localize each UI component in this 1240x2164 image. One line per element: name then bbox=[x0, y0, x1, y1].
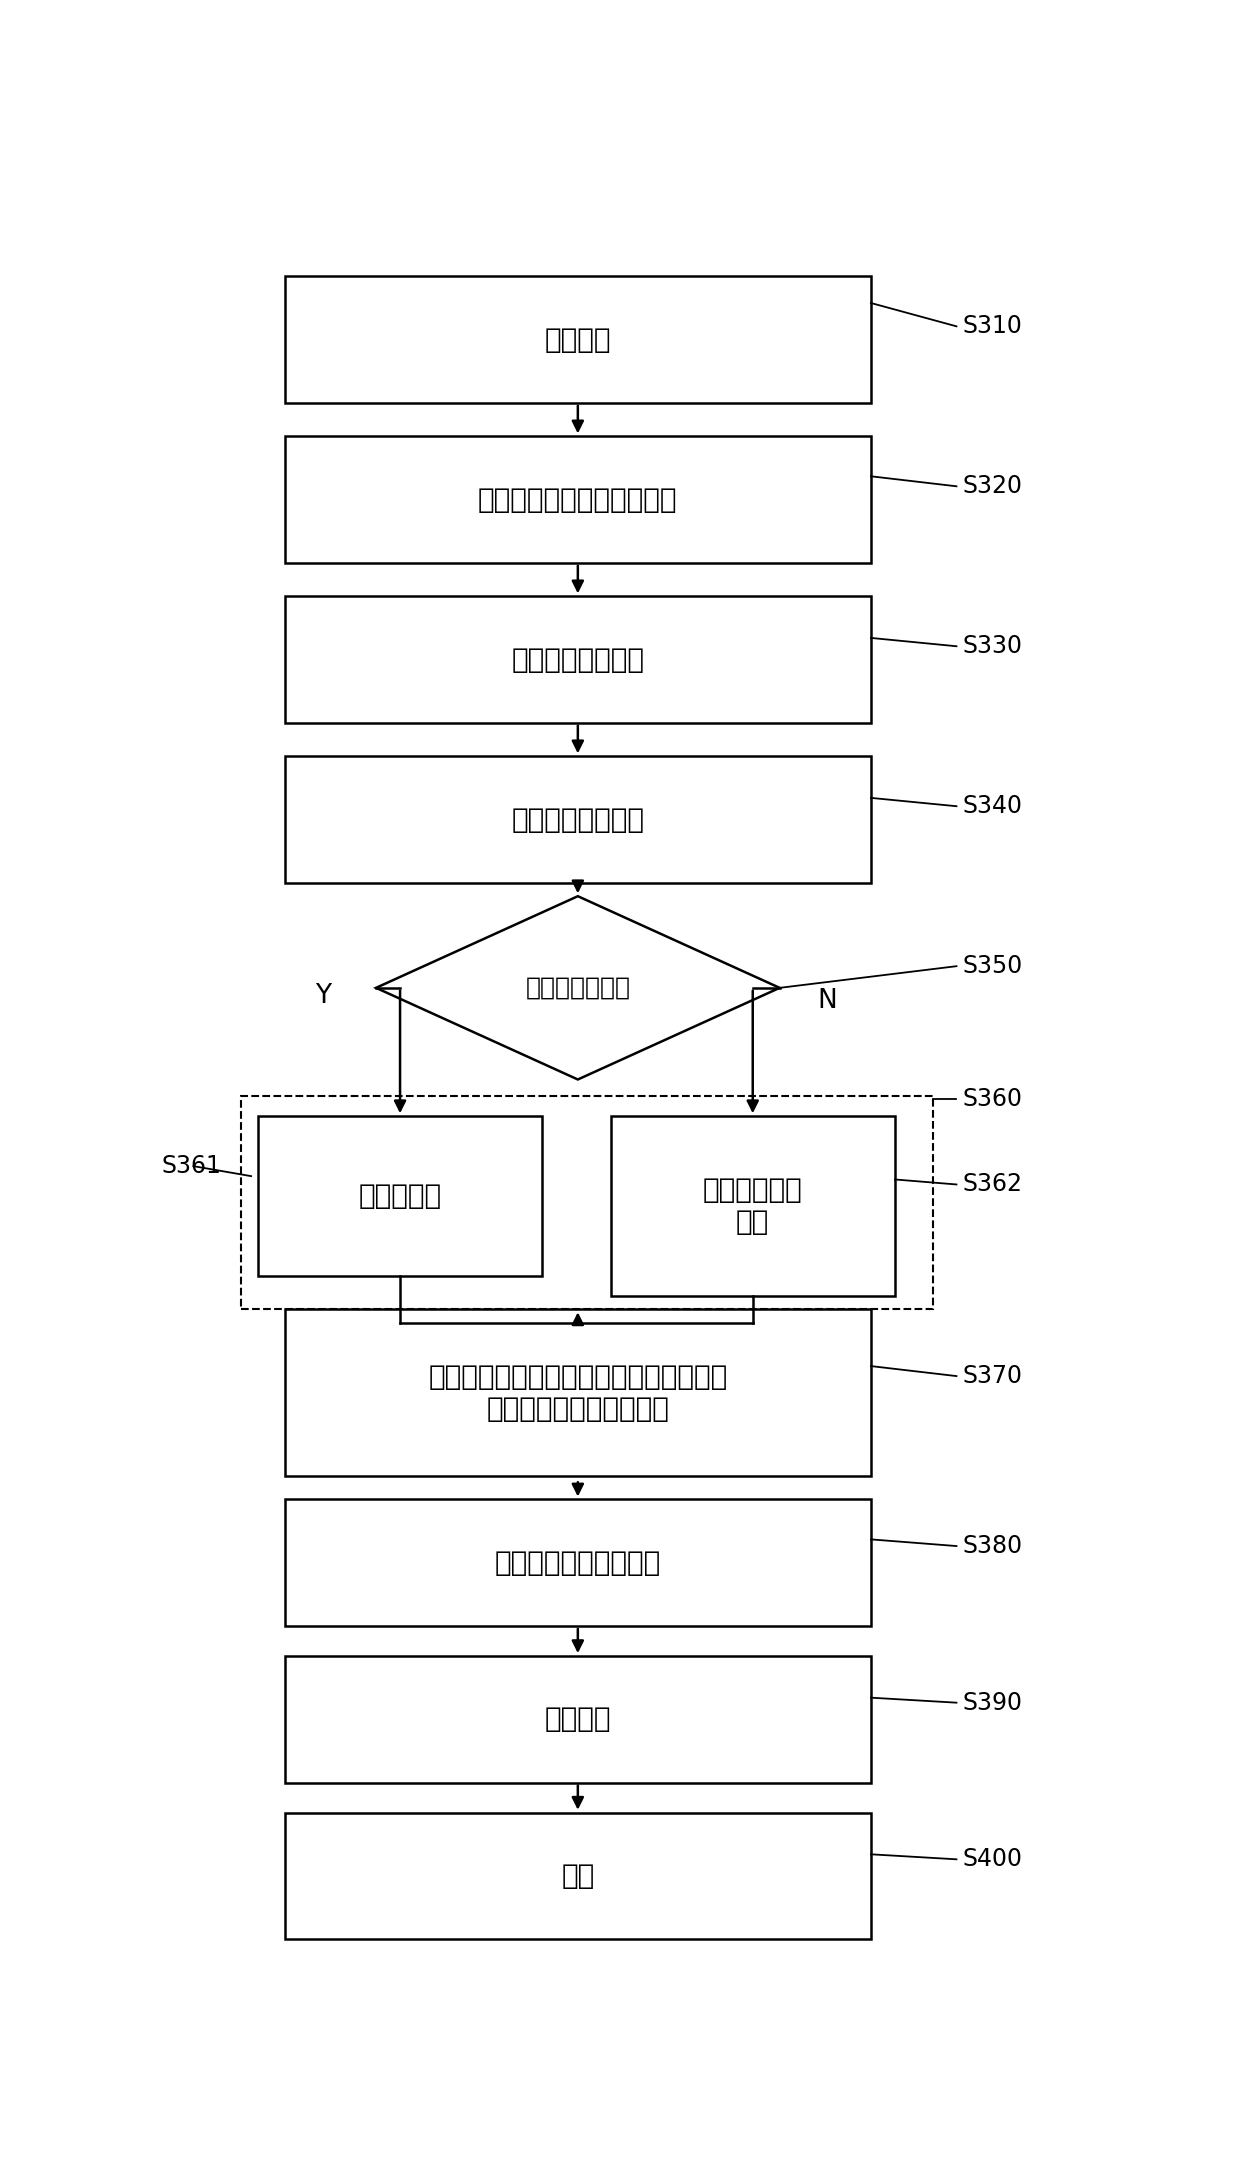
FancyBboxPatch shape bbox=[610, 1117, 895, 1296]
FancyBboxPatch shape bbox=[285, 1813, 870, 1939]
Text: S340: S340 bbox=[962, 794, 1022, 818]
Text: S380: S380 bbox=[962, 1534, 1022, 1558]
FancyBboxPatch shape bbox=[285, 1500, 870, 1625]
Text: 取走: 取走 bbox=[562, 1861, 594, 1889]
FancyBboxPatch shape bbox=[258, 1117, 542, 1277]
Text: 光学邻近效应
修正: 光学邻近效应 修正 bbox=[703, 1175, 802, 1236]
Text: S310: S310 bbox=[962, 314, 1022, 338]
FancyBboxPatch shape bbox=[285, 1309, 870, 1476]
Text: 匹配且合并已处理的低工艺因子布局部分
和非低工艺因子布局部分: 匹配且合并已处理的低工艺因子布局部分 和非低工艺因子布局部分 bbox=[428, 1363, 728, 1424]
Text: 输入版图设计文件: 输入版图设计文件 bbox=[511, 645, 645, 673]
Polygon shape bbox=[376, 896, 780, 1080]
Text: 掩膜版优化: 掩膜版优化 bbox=[358, 1182, 441, 1210]
Text: S361: S361 bbox=[161, 1153, 222, 1177]
Text: S370: S370 bbox=[962, 1363, 1022, 1387]
Text: 低工艺因子布局: 低工艺因子布局 bbox=[526, 976, 630, 1000]
FancyBboxPatch shape bbox=[285, 1655, 870, 1783]
Text: 分解版图设计文件: 分解版图设计文件 bbox=[511, 805, 645, 833]
Text: S360: S360 bbox=[962, 1088, 1022, 1112]
Text: S390: S390 bbox=[962, 1690, 1022, 1714]
Text: N: N bbox=[818, 989, 837, 1015]
Text: 检验光学邻近效应修正: 检验光学邻近效应修正 bbox=[495, 1549, 661, 1578]
Text: 制作光学邻近效应修正脚本: 制作光学邻近效应修正脚本 bbox=[479, 485, 677, 513]
Text: S350: S350 bbox=[962, 954, 1023, 978]
Text: 校准模型: 校准模型 bbox=[544, 325, 611, 353]
FancyBboxPatch shape bbox=[285, 755, 870, 883]
Text: S320: S320 bbox=[962, 474, 1022, 498]
Text: S330: S330 bbox=[962, 634, 1022, 658]
Text: Y: Y bbox=[315, 982, 331, 1008]
Text: 热点修正: 热点修正 bbox=[544, 1705, 611, 1733]
FancyBboxPatch shape bbox=[285, 597, 870, 723]
FancyBboxPatch shape bbox=[285, 277, 870, 403]
FancyBboxPatch shape bbox=[285, 437, 870, 563]
Text: S400: S400 bbox=[962, 1848, 1022, 1872]
Text: S362: S362 bbox=[962, 1173, 1022, 1197]
